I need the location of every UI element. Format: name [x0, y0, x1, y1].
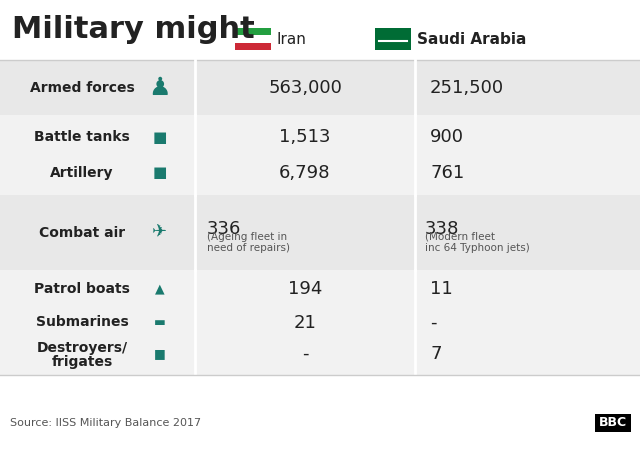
- Text: ▲: ▲: [155, 282, 164, 296]
- Text: 7: 7: [430, 345, 442, 363]
- Bar: [235, 35, 271, 43]
- Text: ■: ■: [154, 347, 166, 360]
- Text: Saudi Arabia: Saudi Arabia: [417, 31, 526, 47]
- Bar: [0, 375, 640, 470]
- Bar: [0, 270, 640, 375]
- Text: 336: 336: [207, 219, 241, 237]
- Text: 338: 338: [425, 219, 460, 237]
- Text: 11: 11: [430, 280, 452, 298]
- Text: Combat air: Combat air: [39, 226, 125, 240]
- Bar: [375, 28, 411, 50]
- Text: Iran: Iran: [277, 31, 307, 47]
- Bar: [0, 115, 640, 195]
- Text: 6,798: 6,798: [279, 164, 331, 181]
- Text: 1,513: 1,513: [279, 128, 331, 146]
- Text: Destroyers/: Destroyers/: [36, 341, 127, 355]
- Text: Artillery: Artillery: [50, 165, 114, 180]
- Text: Source: IISS Military Balance 2017: Source: IISS Military Balance 2017: [10, 417, 201, 428]
- Bar: [0, 60, 640, 115]
- Bar: [235, 28, 271, 35]
- Text: ■: ■: [153, 165, 167, 180]
- Text: -: -: [430, 313, 436, 331]
- Text: 194: 194: [288, 280, 322, 298]
- Text: (Ageing fleet in
need of repairs): (Ageing fleet in need of repairs): [207, 232, 290, 253]
- Text: (Modern fleet
inc 64 Typhoon jets): (Modern fleet inc 64 Typhoon jets): [425, 232, 530, 253]
- Text: BBC: BBC: [599, 416, 627, 429]
- Bar: [595, 414, 631, 431]
- Text: ♟: ♟: [148, 76, 171, 100]
- Text: 761: 761: [430, 164, 464, 181]
- Text: 563,000: 563,000: [268, 78, 342, 96]
- Text: Battle tanks: Battle tanks: [34, 130, 130, 144]
- Text: Submarines: Submarines: [36, 315, 128, 329]
- Text: Military might: Military might: [12, 15, 255, 44]
- Text: ✈: ✈: [152, 224, 168, 242]
- Text: ▬: ▬: [154, 316, 166, 329]
- Bar: [0, 195, 640, 270]
- Text: 900: 900: [430, 128, 464, 146]
- Text: -: -: [301, 345, 308, 363]
- Bar: [235, 43, 271, 50]
- Text: ■: ■: [153, 130, 167, 145]
- Text: Patrol boats: Patrol boats: [34, 282, 130, 296]
- Text: 251,500: 251,500: [430, 78, 504, 96]
- Text: frigates: frigates: [51, 355, 113, 369]
- Text: 21: 21: [294, 313, 316, 331]
- Text: Armed forces: Armed forces: [29, 80, 134, 94]
